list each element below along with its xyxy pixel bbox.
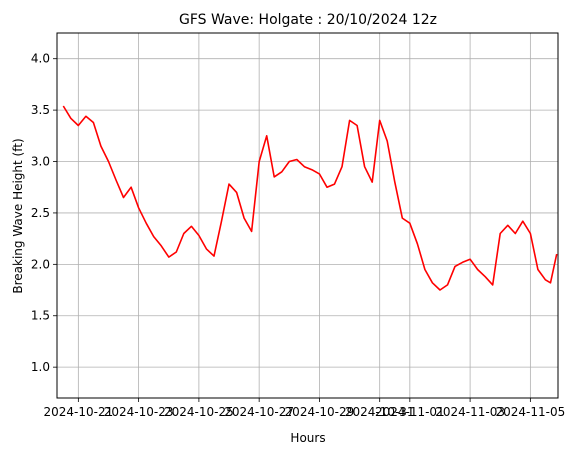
x-tick-label: 2024-11-01 <box>375 405 445 419</box>
y-tick-label: 1.5 <box>31 309 50 323</box>
x-tick-label: 2024-10-23 <box>104 405 174 419</box>
x-axis: 2024-10-212024-10-232024-10-252024-10-27… <box>43 398 565 419</box>
series-layer <box>62 105 558 291</box>
y-axis: 1.0 1.5 2.0 2.5 3.0 3.5 4.0 <box>31 52 57 374</box>
x-tick-label: 2024-10-25 <box>164 405 234 419</box>
y-tick-label: 2.0 <box>31 257 50 271</box>
x-tick-label: 2024-10-27 <box>224 405 294 419</box>
x-tick-label: 2024-10-29 <box>285 405 355 419</box>
x-tick-label: 2024-10-21 <box>43 405 113 419</box>
series-line-1 <box>62 105 558 291</box>
x-tick-label: 2024-11-03 <box>435 405 505 419</box>
y-tick-label: 3.5 <box>31 103 50 117</box>
plot-frame <box>56 32 559 399</box>
x-tick-label: 2024-11-05 <box>496 405 566 419</box>
x-axis-label: Hours <box>290 431 325 445</box>
y-tick-label: 2.5 <box>31 206 50 220</box>
y-tick-label: 1.0 <box>31 360 50 374</box>
chart-title: GFS Wave: Holgate : 20/10/2024 12z <box>179 12 437 28</box>
x-tick-label: 2024-10-31 <box>345 405 415 419</box>
grid <box>57 33 558 398</box>
y-axis-label: Breaking Wave Height (ft) <box>11 138 25 293</box>
y-tick-label: 3.0 <box>31 155 50 169</box>
y-tick-label: 4.0 <box>31 52 50 66</box>
